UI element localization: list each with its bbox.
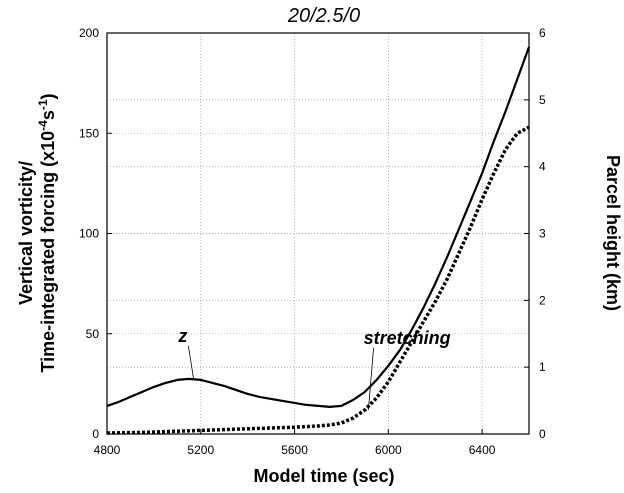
y-axis-title-exponent-2: -1: [36, 99, 50, 110]
y-axis-title-suffix: ): [38, 93, 58, 99]
y-axis-title-exponent-1: -4: [36, 120, 50, 131]
x-axis-title: Model time (sec): [253, 466, 394, 486]
y-tick-label: 0: [92, 427, 99, 441]
annotation-leader-line: [187, 345, 195, 380]
y-axis-title-line2: Time-integrated forcing (x10-4s-1): [36, 93, 58, 372]
y2-tick-label: 2: [539, 293, 546, 307]
y2-tick-label: 3: [539, 227, 546, 241]
y-axis-title-line1: Vertical vorticity/: [16, 161, 36, 305]
y2-tick-label: 1: [539, 360, 546, 374]
x-tick-label: 4800: [94, 443, 121, 457]
x-tick-label: 5600: [281, 443, 308, 457]
annotation-label-stretching: stretching: [364, 328, 451, 348]
y2-tick-label: 5: [539, 93, 546, 107]
annotation-layer: z stretching: [177, 326, 451, 410]
y-tick-label: 50: [86, 327, 100, 341]
x-tick-label: 5200: [187, 443, 214, 457]
gridlines: [107, 33, 529, 434]
series-layer: [106, 46, 531, 435]
y-tick-label: 100: [79, 227, 99, 241]
annotation-leader-line: [368, 347, 374, 410]
y-axis-title-prefix: Time-integrated forcing (x10: [38, 131, 58, 373]
y2-tick-label: 4: [539, 160, 546, 174]
annotation-label-z: z: [177, 326, 187, 346]
y2-axis-title-text: Parcel height (km): [603, 155, 623, 311]
y2-tick-label: 0: [539, 427, 546, 441]
x-tick-label: 6400: [469, 443, 496, 457]
y-axis-title: Vertical vorticity/ Time-integrated forc…: [16, 93, 58, 372]
y-tick-label: 200: [79, 26, 99, 40]
y2-axis-title: Parcel height (km): [603, 155, 623, 311]
y2-tick-label: 6: [539, 26, 546, 40]
chart-title: 20/2.5/0: [287, 5, 360, 27]
tick-layer: 4800 5200 5600 6000 6400 0 50 100 150 200 0 1 2 3 4 5 6: [79, 26, 546, 457]
series-line-z: [106, 46, 531, 408]
series-line-stretching: [106, 125, 530, 435]
x-tick-label: 6000: [375, 443, 402, 457]
y-tick-label: 150: [79, 126, 99, 140]
y-axis-title-unit: s: [38, 110, 58, 120]
